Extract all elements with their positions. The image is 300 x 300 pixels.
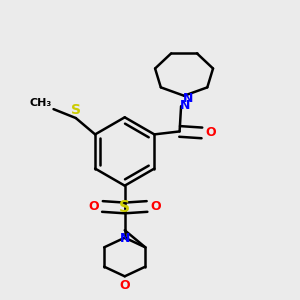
Text: O: O	[119, 279, 130, 292]
Text: O: O	[151, 200, 161, 213]
Text: N: N	[119, 232, 130, 245]
Text: N: N	[180, 99, 191, 112]
Text: S: S	[119, 200, 130, 215]
Text: S: S	[71, 103, 81, 117]
Text: CH₃: CH₃	[30, 98, 52, 108]
Text: N: N	[183, 92, 193, 105]
Text: O: O	[206, 126, 216, 140]
Text: O: O	[88, 200, 99, 213]
